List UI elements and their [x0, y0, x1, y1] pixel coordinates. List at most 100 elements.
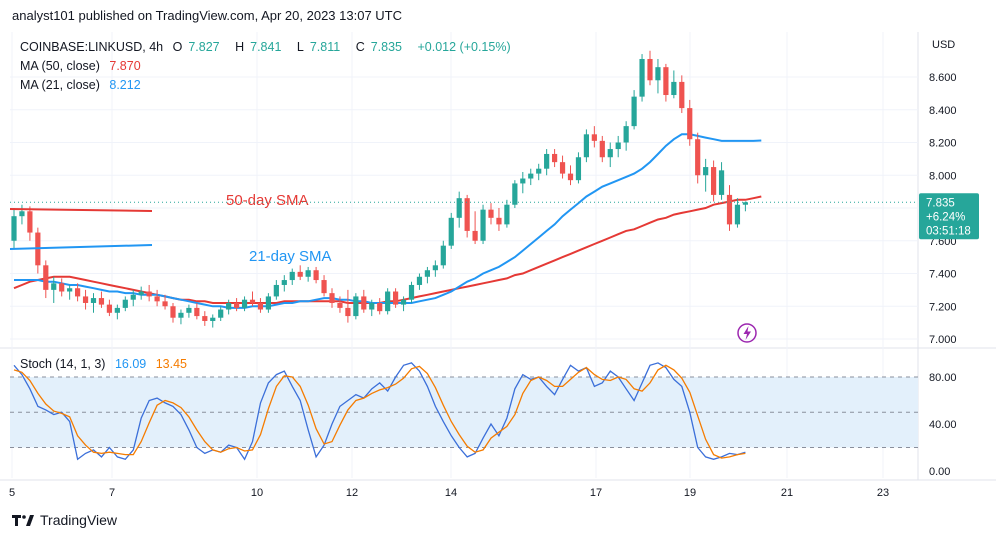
candle [623, 121, 629, 151]
candle-body [591, 134, 597, 141]
candle [361, 289, 367, 313]
candle [329, 288, 335, 308]
candle [353, 293, 359, 320]
last-price-box [919, 193, 979, 240]
x-tick-label: 23 [877, 487, 889, 499]
candle-body [631, 96, 637, 127]
candle-body [464, 198, 470, 231]
candle-body [249, 299, 256, 303]
last-price-label: 7.835 +6.24% 03:51:18 [919, 193, 979, 240]
sma21-annotation: 21-day SMA [249, 248, 332, 265]
candle [297, 265, 303, 281]
x-tick-label: 17 [590, 487, 602, 499]
candle [615, 135, 621, 158]
candle [75, 283, 81, 302]
candle [711, 160, 717, 202]
candle-body [718, 170, 725, 195]
candle [138, 286, 144, 300]
candle [281, 275, 287, 292]
candle-body [289, 271, 295, 281]
candle-body [321, 280, 327, 294]
candle [241, 296, 248, 312]
candle [273, 280, 279, 300]
ma21-line [14, 133, 762, 309]
candle-body [59, 283, 65, 292]
candle-body [361, 296, 367, 310]
ma50-value: 7.870 [109, 59, 141, 73]
close-value: 7.835 [370, 40, 402, 54]
candle [718, 162, 725, 200]
candle [178, 309, 184, 325]
candle [520, 171, 526, 194]
candle-body [448, 217, 454, 246]
candle-body [385, 291, 391, 312]
candle [687, 99, 693, 146]
candle [234, 298, 240, 312]
candle [19, 204, 25, 225]
candle [480, 204, 486, 245]
candle-body [273, 284, 279, 297]
y-tick-label: 8.200 [929, 138, 957, 150]
candle-body [639, 58, 645, 97]
candle [496, 208, 502, 231]
symbol-label[interactable]: COINBASE:LINKUSD, 4h [20, 40, 164, 54]
stoch-legend[interactable]: Stoch (14, 1, 3) 16.09 13.45 [20, 357, 187, 371]
sma50-annotation-line [9, 208, 153, 212]
candle-body [265, 296, 271, 310]
candle-body [75, 288, 81, 297]
candle-body [90, 298, 97, 303]
candle-body [154, 296, 160, 302]
candle-body [82, 296, 89, 303]
y-tick-label: 7.000 [929, 334, 957, 346]
stoch-tick-label: 0.00 [929, 466, 950, 478]
candle [313, 266, 319, 284]
candle-body [393, 291, 399, 305]
candle-body [297, 271, 303, 277]
candle [186, 304, 192, 318]
lightning-icon[interactable] [737, 323, 757, 343]
candle [695, 132, 701, 184]
x-tick-label: 5 [9, 487, 15, 499]
symbol-row: COINBASE:LINKUSD, 4h O 7.827 H 7.841 L 7.81… [20, 38, 517, 57]
candle-body [329, 293, 335, 303]
ma21-row[interactable]: MA (21, close) 8.212 [20, 76, 517, 95]
published-text: analyst101 published on TradingView.com,… [12, 8, 403, 23]
candle [369, 299, 375, 317]
x-tick-label: 12 [346, 487, 358, 499]
candle [456, 191, 462, 228]
candle-body [305, 270, 311, 277]
x-tick-label: 7 [109, 487, 115, 499]
candle-body [512, 183, 518, 205]
candle [408, 281, 415, 303]
y-tick-label: 7.200 [929, 301, 957, 313]
candle-body [210, 317, 216, 321]
high-label: H [235, 40, 245, 54]
candle-body [583, 134, 589, 158]
ma50-row[interactable]: MA (50, close) 7.870 [20, 57, 517, 76]
candle [726, 185, 733, 231]
candle-body [98, 298, 105, 305]
candle [631, 90, 637, 130]
header: analyst101 published on TradingView.com,… [0, 0, 996, 32]
candle-body [226, 302, 232, 310]
sma50-annotation: 50-day SMA [226, 192, 309, 209]
candle [599, 135, 605, 163]
candle-body [742, 202, 748, 205]
footer[interactable]: TradingView [12, 512, 117, 528]
candle [400, 296, 407, 312]
candle [194, 302, 200, 320]
candle-body [353, 296, 359, 317]
candle-body [480, 209, 486, 241]
candle [321, 275, 327, 297]
candle-body [19, 211, 25, 217]
candle [98, 291, 105, 308]
candle [257, 298, 264, 313]
candle [536, 163, 542, 181]
open-value: 7.827 [188, 40, 220, 54]
candle-body [567, 173, 574, 181]
last-price-change: +6.24% [926, 211, 965, 223]
y-tick-label: 8.600 [929, 72, 957, 84]
candle [27, 206, 33, 241]
candle-body [162, 301, 168, 307]
